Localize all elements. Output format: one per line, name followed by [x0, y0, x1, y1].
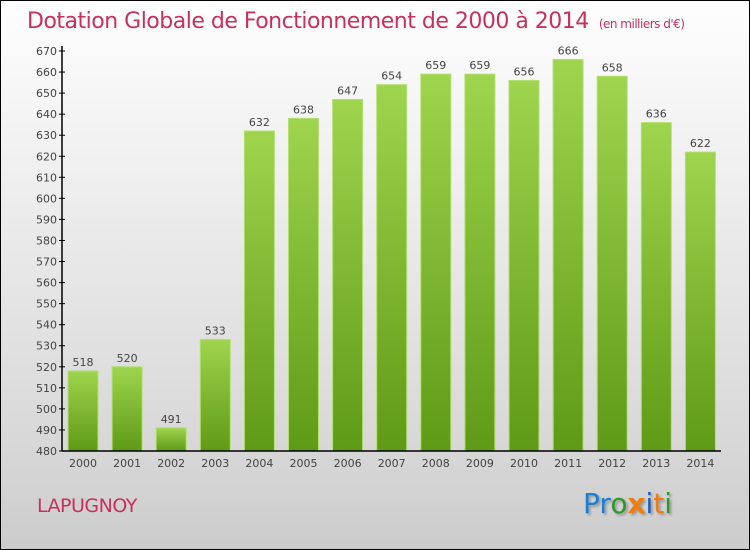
logo-letter: t — [653, 487, 665, 520]
x-tick-label: 2004 — [245, 457, 273, 470]
data-label: 632 — [249, 116, 270, 129]
data-label: 636 — [646, 108, 667, 121]
x-tick-label: 2005 — [290, 457, 318, 470]
x-tick-label: 2011 — [554, 457, 582, 470]
data-label: 520 — [117, 352, 138, 365]
y-tick-label: 650 — [36, 87, 57, 100]
logo-letter: x — [627, 487, 646, 520]
logo-letter: i — [664, 487, 673, 520]
bar-2011 — [552, 58, 584, 452]
y-tick-label: 590 — [36, 213, 57, 226]
bar-2010 — [508, 79, 540, 452]
data-label: 659 — [425, 59, 446, 72]
proxiti-logo: Proxiti — [583, 487, 672, 520]
city-name: LAPUGNOY — [37, 495, 137, 517]
x-tick-label: 2006 — [334, 457, 362, 470]
logo-letter: o — [610, 487, 628, 520]
data-label: 656 — [514, 65, 535, 78]
y-tick-label: 560 — [36, 277, 57, 290]
bar-2012 — [596, 75, 628, 452]
x-tick-label: 2002 — [157, 457, 185, 470]
y-tick-label: 640 — [36, 108, 57, 121]
bar-2001 — [111, 366, 143, 452]
bar-2005 — [288, 117, 319, 452]
x-tick-label: 2012 — [598, 457, 626, 470]
y-tick-label: 580 — [36, 234, 57, 247]
data-label: 518 — [73, 356, 94, 369]
title-text: Dotation Globale de Fonctionnement de 20… — [27, 9, 589, 34]
y-tick-label: 660 — [36, 66, 57, 79]
x-tick-label: 2000 — [69, 457, 97, 470]
chart-title: Dotation Globale de Fonctionnement de 20… — [27, 9, 685, 34]
y-tick-label: 500 — [36, 403, 57, 416]
y-tick-label: 600 — [36, 192, 57, 205]
logo-letter: i — [645, 487, 654, 520]
y-tick-label: 540 — [36, 319, 57, 332]
bar-2008 — [420, 73, 452, 452]
y-tick-label: 530 — [36, 340, 57, 353]
data-label: 533 — [205, 324, 226, 337]
y-tick-label: 630 — [36, 129, 57, 142]
bar-2004 — [243, 130, 275, 452]
chart-subtitle: (en milliers d'€) — [598, 17, 685, 31]
bar-2003 — [199, 338, 231, 452]
bar-2006 — [332, 98, 364, 452]
y-tick-label: 610 — [36, 171, 57, 184]
bar-2013 — [640, 122, 672, 452]
x-tick-label: 2010 — [510, 457, 538, 470]
x-tick-label: 2009 — [466, 457, 494, 470]
data-label: 491 — [161, 413, 182, 426]
x-tick-label: 2003 — [201, 457, 229, 470]
data-label: 659 — [469, 59, 490, 72]
data-label: 647 — [337, 84, 358, 97]
y-tick-label: 510 — [36, 382, 57, 395]
x-tick-label: 2007 — [378, 457, 406, 470]
data-label: 622 — [690, 137, 711, 150]
bar-2009 — [464, 73, 496, 452]
x-tick-label: 2001 — [113, 457, 141, 470]
bar-2007 — [376, 84, 408, 452]
y-tick-label: 570 — [36, 256, 57, 269]
logo-letter: r — [599, 487, 611, 520]
x-tick-label: 2014 — [686, 457, 714, 470]
y-tick-label: 550 — [36, 298, 57, 311]
y-tick-label: 620 — [36, 150, 57, 163]
data-label: 638 — [293, 103, 314, 116]
x-tick-label: 2008 — [422, 457, 450, 470]
bar-2000 — [67, 370, 99, 452]
data-label: 666 — [558, 44, 579, 57]
data-label: 654 — [381, 70, 402, 83]
bar-2014 — [684, 151, 716, 452]
bar-2002 — [155, 427, 187, 452]
logo-letter: P — [583, 487, 600, 520]
x-tick-label: 2013 — [642, 457, 670, 470]
y-tick-label: 480 — [36, 445, 57, 458]
y-tick-label: 670 — [36, 45, 57, 58]
y-tick-label: 520 — [36, 361, 57, 374]
data-label: 658 — [602, 61, 623, 74]
y-tick-label: 490 — [36, 424, 57, 437]
